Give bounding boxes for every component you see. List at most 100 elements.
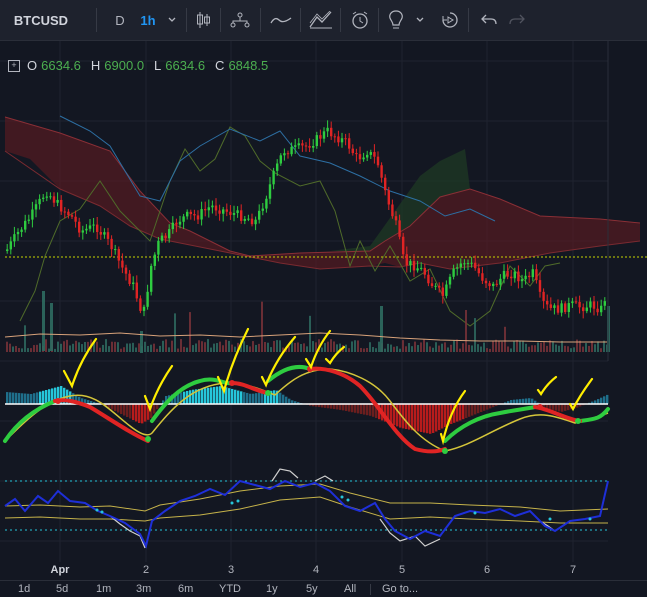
time-axis[interactable]: Apr 2 3 4 5 6 7 bbox=[0, 562, 647, 580]
candle-body bbox=[276, 164, 278, 171]
momentum-bar bbox=[240, 391, 242, 404]
candle-body bbox=[478, 268, 480, 273]
low-label: L bbox=[154, 58, 161, 73]
candle-body bbox=[431, 283, 433, 286]
range-ytd-button[interactable]: YTD bbox=[219, 583, 241, 595]
momentum-bar bbox=[144, 404, 146, 422]
candle-body bbox=[503, 271, 505, 279]
volume-bar bbox=[528, 347, 530, 352]
range-3m-button[interactable]: 3m bbox=[136, 583, 151, 595]
momentum-bar bbox=[18, 393, 20, 404]
candle-body bbox=[164, 236, 166, 239]
pattern-icon[interactable] bbox=[306, 0, 336, 40]
legend-expand-icon[interactable]: + bbox=[8, 60, 20, 72]
undo-icon[interactable] bbox=[478, 0, 500, 40]
candle-body bbox=[485, 281, 487, 283]
candle-body bbox=[125, 268, 127, 274]
go-to-date-button[interactable]: Go to... bbox=[382, 583, 418, 595]
candle-body bbox=[85, 229, 87, 231]
candle-body bbox=[74, 217, 76, 222]
candle-body bbox=[337, 136, 339, 142]
candle-body bbox=[568, 303, 570, 312]
line-tool-icon[interactable] bbox=[266, 0, 296, 40]
momentum-bar bbox=[405, 404, 407, 429]
candle-body bbox=[215, 206, 217, 211]
range-1y-button[interactable]: 1y bbox=[266, 583, 278, 595]
candle-body bbox=[89, 225, 91, 228]
volume-bar bbox=[375, 348, 377, 352]
volume-bar bbox=[111, 342, 113, 352]
momentum-bar bbox=[189, 390, 191, 404]
volume-bar bbox=[279, 340, 281, 352]
volume-bar bbox=[492, 341, 494, 352]
candles-icon[interactable] bbox=[192, 0, 214, 40]
candle-body bbox=[28, 220, 30, 221]
volume-bar bbox=[450, 345, 452, 352]
candle-body bbox=[46, 197, 48, 198]
volume-bar bbox=[246, 345, 248, 352]
range-all-button[interactable]: All bbox=[344, 583, 356, 595]
volume-bar bbox=[573, 347, 575, 352]
candle-body bbox=[463, 263, 465, 264]
time-axis-label: 5 bbox=[399, 564, 405, 576]
volume-bar bbox=[168, 347, 170, 352]
volume-bar bbox=[366, 348, 368, 352]
volume-bar bbox=[117, 342, 119, 352]
momentum-bar bbox=[360, 404, 362, 414]
candle-body bbox=[402, 237, 404, 254]
candle-body bbox=[161, 236, 163, 241]
candle-body bbox=[121, 261, 123, 268]
momentum-bar bbox=[282, 395, 284, 404]
volume-bar bbox=[585, 343, 587, 352]
range-1m-button[interactable]: 1m bbox=[96, 583, 111, 595]
candle-body bbox=[557, 305, 559, 312]
volume-bar bbox=[105, 339, 107, 352]
volume-bar bbox=[129, 343, 131, 352]
volume-bar bbox=[588, 346, 590, 352]
momentum-bar bbox=[273, 390, 275, 404]
volume-bar bbox=[99, 348, 101, 352]
indicators-icon[interactable] bbox=[226, 0, 254, 40]
momentum-bar bbox=[231, 389, 233, 404]
candle-body bbox=[600, 306, 602, 312]
range-5d-button[interactable]: 5d bbox=[56, 583, 68, 595]
candle-body bbox=[262, 209, 264, 211]
volume-bar bbox=[360, 348, 362, 352]
volume-bar bbox=[393, 347, 395, 352]
price-chart-canvas[interactable] bbox=[0, 41, 647, 562]
volume-bar bbox=[387, 344, 389, 352]
volume-bar bbox=[132, 343, 134, 352]
volume-bar bbox=[75, 341, 77, 352]
alert-icon[interactable] bbox=[346, 0, 374, 40]
candle-body bbox=[287, 153, 289, 154]
volume-bar bbox=[264, 342, 266, 352]
replay-icon[interactable] bbox=[438, 0, 462, 40]
candle-body bbox=[593, 301, 595, 308]
range-1d-button[interactable]: 1d bbox=[18, 583, 30, 595]
chevron-down-icon[interactable] bbox=[162, 0, 182, 40]
volume-bar bbox=[72, 344, 74, 352]
momentum-bar bbox=[423, 404, 425, 433]
volume-bar bbox=[372, 347, 374, 352]
chevron-down-icon[interactable] bbox=[412, 0, 428, 40]
candle-body bbox=[269, 184, 271, 198]
interval-daily-button[interactable]: D bbox=[110, 0, 130, 40]
volume-bar bbox=[6, 342, 8, 352]
candle-body bbox=[20, 230, 22, 232]
redo-icon[interactable] bbox=[506, 0, 528, 40]
momentum-bar bbox=[135, 404, 137, 422]
momentum-bar bbox=[45, 390, 47, 404]
candle-body bbox=[229, 212, 231, 215]
volume-bar bbox=[480, 347, 482, 352]
idea-icon[interactable] bbox=[384, 0, 408, 40]
range-6m-button[interactable]: 6m bbox=[178, 583, 193, 595]
volume-bar bbox=[417, 345, 419, 352]
momentum-bar bbox=[126, 404, 128, 417]
high-value: 6900.0 bbox=[104, 58, 144, 73]
interval-1h-button[interactable]: 1h bbox=[136, 0, 160, 40]
range-5y-button[interactable]: 5y bbox=[306, 583, 318, 595]
candle-body bbox=[348, 138, 350, 148]
symbol-search[interactable]: BTCUSD bbox=[10, 0, 72, 40]
momentum-bar bbox=[213, 387, 215, 404]
momentum-bar bbox=[114, 404, 116, 411]
